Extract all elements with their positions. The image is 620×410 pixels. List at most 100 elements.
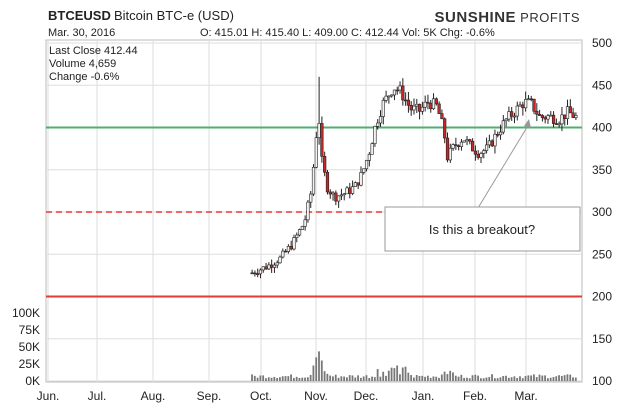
volume-bar (491, 374, 493, 381)
candle-body (549, 114, 553, 117)
candle-body (574, 115, 578, 118)
x-tick-label: Oct. (250, 389, 272, 403)
volume-bar (287, 376, 290, 381)
y-tick-label: 200 (592, 290, 612, 304)
volume-bar (482, 378, 485, 381)
volume-bar (385, 375, 387, 381)
volume-bar (569, 374, 572, 381)
y-tick-label: 450 (592, 78, 612, 92)
candles (250, 76, 578, 279)
x-tick-label: Jan. (412, 389, 435, 403)
volume-bar (312, 365, 315, 381)
volume-bar (359, 377, 362, 381)
volume-tick-label: 75K (19, 323, 40, 337)
volume-bar (513, 376, 516, 381)
volume-bar (320, 360, 323, 381)
instrument-name: Bitcoin BTC-e (USD) (114, 8, 234, 23)
volume-bar (426, 375, 429, 381)
candle-body (309, 193, 313, 203)
candle-body (476, 153, 480, 158)
volume-bar (284, 376, 287, 381)
volume-bar (449, 370, 452, 381)
candle-body (370, 143, 374, 155)
volume-bar (530, 375, 533, 381)
volume-bar (270, 377, 273, 381)
y-axis-ticks: 500 450 400 350 300 250 200 150 100 (592, 36, 612, 388)
volume-bar (292, 377, 295, 381)
candle-body (356, 182, 360, 186)
candle-body (426, 101, 430, 104)
volume-bar (479, 378, 482, 381)
candle-body (250, 272, 254, 275)
candle-body (381, 100, 385, 117)
volume-bar (535, 377, 538, 381)
candle-body (443, 118, 447, 139)
volume-bar (404, 366, 407, 381)
brand-rest: PROFITS (516, 10, 580, 25)
volume-bar (251, 374, 253, 381)
volume-bar (488, 377, 491, 381)
volume-bar (253, 375, 256, 381)
candle-body (538, 114, 542, 116)
candle-body (471, 140, 475, 152)
volume-bar (544, 375, 546, 381)
volume-bar (457, 376, 460, 381)
x-tick-label: Nov. (304, 389, 328, 403)
candle-body (557, 123, 561, 126)
candle-body (270, 264, 274, 268)
candle-body (501, 120, 505, 133)
candle-body (306, 201, 310, 221)
candle-body (484, 144, 489, 151)
volume-bar (401, 367, 404, 381)
volume-bar (418, 375, 421, 381)
volume-bar (466, 377, 468, 381)
volume-bar (281, 376, 284, 381)
candle-body (323, 155, 327, 173)
candle-body (409, 104, 413, 111)
volume-bar (267, 377, 270, 381)
candle-body (518, 104, 522, 107)
candle-body (317, 123, 321, 138)
volume-bar (276, 378, 279, 381)
candle-body (303, 219, 307, 227)
volume-bar (376, 369, 379, 381)
candle-body (387, 95, 391, 98)
volume-bar (371, 376, 373, 381)
volume-tick-label: 0K (25, 374, 40, 388)
candle-body (526, 98, 531, 101)
x-tick-label: Sep. (197, 389, 222, 403)
y-tick-label: 350 (592, 163, 612, 177)
candle-body (284, 250, 288, 253)
volume-bar (334, 374, 337, 381)
volume-bar (460, 374, 463, 381)
volume-bar (440, 374, 443, 381)
volume-bar (560, 375, 563, 381)
candle-body (563, 114, 567, 119)
candle-body (440, 113, 444, 120)
volume-bar (365, 375, 368, 381)
candle-body (300, 226, 304, 230)
volume-bar (318, 351, 320, 381)
candle-body (540, 115, 544, 118)
y-tick-label: 150 (592, 332, 612, 346)
volume-axis-ticks: 100K 75K 50K 25K 0K (12, 306, 40, 388)
candle-body (378, 116, 383, 124)
x-axis-ticks: Jun. Jul. Aug. Sep. Oct. Nov. Dec. Jan. Feb. Mar. (37, 389, 538, 403)
candle-body (278, 256, 282, 264)
volume-bar (474, 374, 477, 381)
volume-bar (546, 378, 549, 381)
volume-bar (362, 376, 365, 381)
candle-body (543, 117, 547, 120)
candle-body (398, 85, 402, 91)
candle-body (295, 234, 299, 238)
candle-body (367, 154, 371, 161)
volume-bar (343, 376, 346, 381)
volume-bar (519, 376, 521, 381)
volume-tick-label: 50K (19, 340, 40, 354)
volume-bar (279, 377, 281, 381)
volume-bar (329, 375, 332, 381)
volume-bar (393, 368, 396, 381)
volume-bar (566, 374, 569, 381)
candle-body (560, 114, 564, 125)
volume-bar (468, 378, 471, 381)
